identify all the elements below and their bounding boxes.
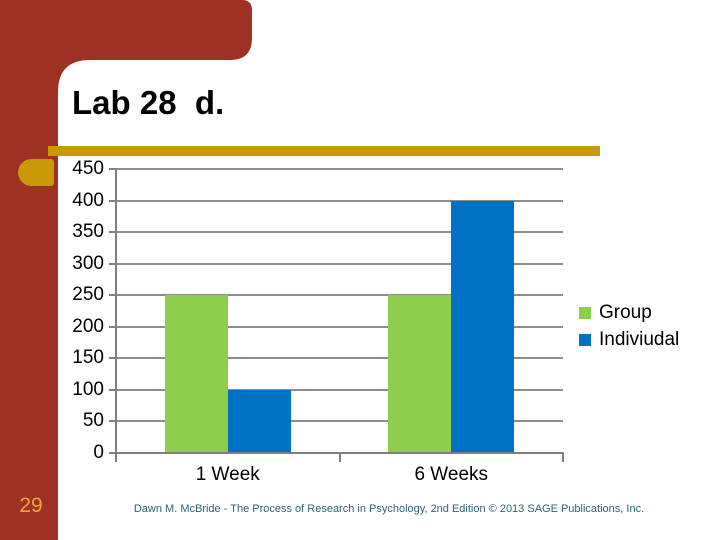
y-axis-tick: [109, 420, 116, 423]
chart-legend: Group Indiviudal: [579, 299, 679, 353]
x-axis-tick: [115, 452, 117, 462]
gridline: [116, 168, 563, 170]
y-axis-tick: [109, 452, 116, 454]
x-axis-tick: [562, 452, 564, 462]
slide-title: Lab 28 d.: [72, 84, 225, 121]
y-axis-label: 50: [82, 410, 104, 432]
gridline: [116, 357, 563, 360]
y-axis-tick: [109, 199, 116, 202]
bullet-decoration: [18, 159, 54, 186]
y-axis-tick: [109, 168, 116, 170]
page-number: 29: [19, 494, 43, 517]
y-axis-tick: [109, 294, 116, 297]
y-axis-label: 200: [72, 315, 104, 337]
y-axis-label: 450: [72, 158, 104, 179]
gridline: [116, 294, 563, 297]
y-axis-label: 150: [72, 347, 104, 369]
y-axis-tick: [109, 262, 116, 265]
y-axis-label: 350: [72, 221, 104, 243]
gridline: [116, 420, 563, 423]
title-underline-bar: [48, 146, 600, 156]
gridline: [116, 199, 563, 202]
legend-item: Indiviudal: [579, 326, 679, 353]
gridline: [116, 325, 563, 328]
bar-indiviudal-6-weeks: [451, 200, 515, 453]
y-axis-tick: [109, 231, 116, 234]
gridline: [116, 262, 563, 265]
y-axis-tick: [109, 325, 116, 328]
legend-label: Indiviudal: [599, 328, 680, 350]
y-axis-label: 400: [72, 189, 104, 211]
footer-credit: Dawn M. McBride - The Process of Researc…: [133, 503, 645, 515]
y-axis-tick: [109, 388, 116, 391]
legend-swatch-icon: [579, 333, 591, 346]
y-axis-label: 300: [72, 252, 104, 274]
y-axis-label: 100: [72, 378, 104, 400]
x-axis-label: 1 Week: [195, 464, 260, 485]
y-axis-label: 250: [72, 284, 104, 306]
bar-indiviudal-1-week: [227, 389, 291, 453]
x-axis-tick: [338, 452, 341, 462]
y-axis-label: 0: [93, 442, 104, 463]
x-axis-label: 6 Weeks: [414, 464, 489, 485]
corner-accent-path: [0, 0, 252, 540]
legend-label: Group: [599, 301, 652, 323]
bar-group-1-week: [164, 295, 228, 453]
y-axis-line: [115, 169, 117, 461]
y-axis-tick: [109, 357, 116, 360]
legend-swatch-icon: [579, 306, 591, 319]
gridline: [116, 388, 563, 391]
gridline: [116, 231, 563, 234]
legend-item: Group: [579, 299, 679, 326]
bar-group-6-weeks: [388, 295, 452, 453]
